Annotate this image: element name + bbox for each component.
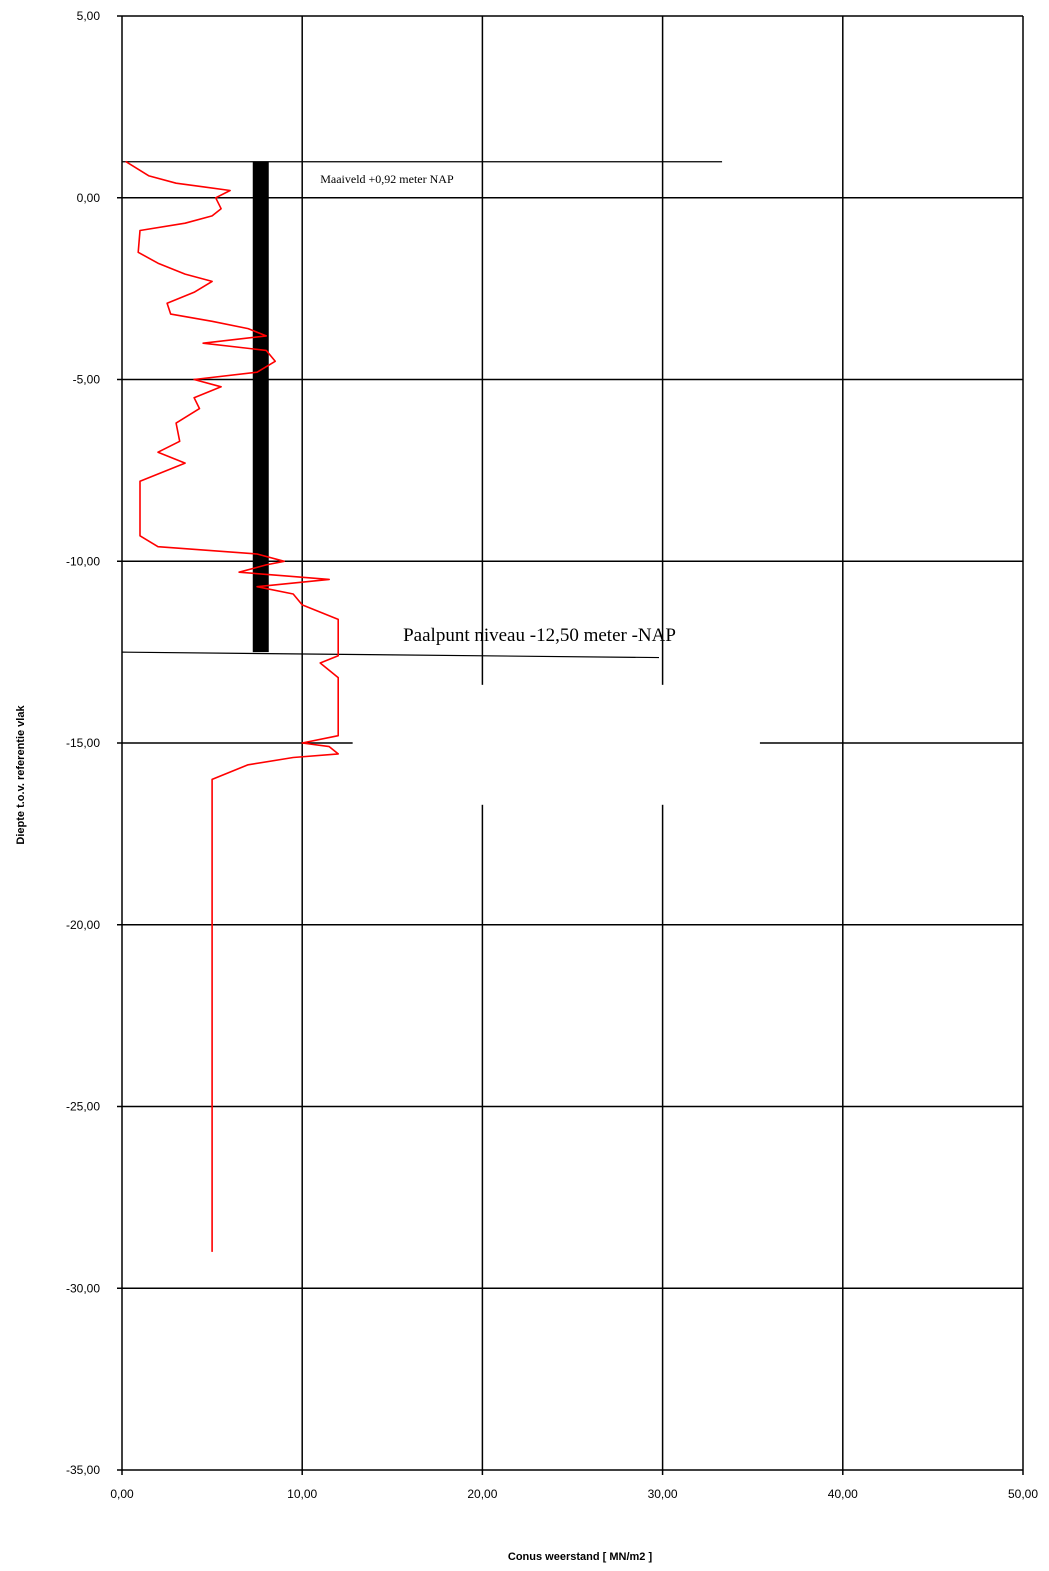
paalpunt-annotation: Paalpunt niveau -12,50 meter -NAP xyxy=(403,625,676,646)
x-tick-label-5: 50,00 xyxy=(1008,1487,1038,1501)
reference-line-1 xyxy=(121,651,660,659)
x-tick-label-0: 0,00 xyxy=(110,1487,134,1501)
y-tick-label-1: 0,00 xyxy=(77,191,101,205)
x-tick-labels: 0,00 10,00 20,00 30,00 40,00 50,00 xyxy=(110,1487,1038,1501)
y-tick-labels: 5,00 0,00 -5,00 -10,00 -15,00 -20,00 -25,00 -30… xyxy=(66,9,100,1477)
y-tick-label-2: -5,00 xyxy=(73,373,101,387)
y-axis-title: Diepte t.o.v. referentie vlak xyxy=(15,705,27,845)
y-tick-label-5: -20,00 xyxy=(66,918,100,932)
label-white-patch xyxy=(352,684,760,805)
x-tick-label-1: 10,00 xyxy=(287,1487,317,1501)
cone-resistance-line-0 xyxy=(125,160,340,1252)
x-tick-label-4: 40,00 xyxy=(828,1487,858,1501)
y-tick-label-6: -25,00 xyxy=(66,1100,100,1114)
maaiveld-annotation: Maaiveld +0,92 meter NAP xyxy=(320,172,454,186)
grid-lines xyxy=(122,16,1023,1470)
series-layer xyxy=(125,160,340,1252)
y-tick-label-3: -10,00 xyxy=(66,554,100,568)
reference-lines xyxy=(121,161,723,659)
plot-frame xyxy=(117,15,1024,1475)
x-tick-label-2: 20,00 xyxy=(467,1487,497,1501)
y-tick-label-8: -35,00 xyxy=(66,1463,100,1477)
y-tick-label-7: -30,00 xyxy=(66,1281,100,1295)
y-tick-label-0: 5,00 xyxy=(77,9,101,23)
label-background xyxy=(352,684,760,805)
x-tick-label-3: 30,00 xyxy=(648,1487,678,1501)
x-axis-title: Conus weerstand [ MN/m2 ] xyxy=(508,1551,653,1563)
y-tick-label-4: -15,00 xyxy=(66,736,100,750)
